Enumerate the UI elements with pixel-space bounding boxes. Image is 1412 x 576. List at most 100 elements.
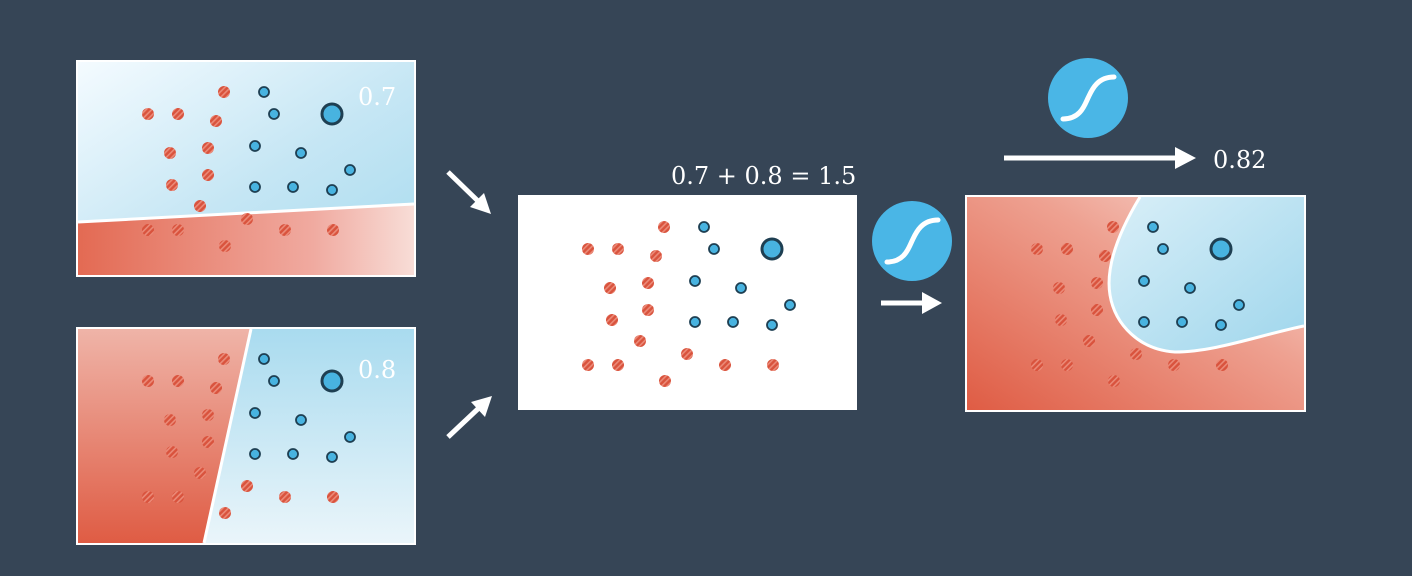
query-point bbox=[320, 102, 344, 126]
red-point bbox=[202, 436, 214, 448]
blue-point bbox=[258, 86, 270, 98]
panel-bottom-red-region bbox=[78, 329, 251, 543]
red-point bbox=[1083, 335, 1095, 347]
blue-point bbox=[258, 353, 270, 365]
sum-equation: 0.7 + 0.8 = 1.5 bbox=[671, 162, 856, 190]
red-point bbox=[1216, 359, 1228, 371]
red-point bbox=[241, 480, 253, 492]
red-point bbox=[681, 348, 693, 360]
red-point bbox=[658, 221, 670, 233]
blue-point bbox=[698, 221, 710, 233]
blue-point bbox=[326, 451, 338, 463]
result-value: 0.82 bbox=[1213, 146, 1266, 174]
red-point bbox=[166, 179, 178, 191]
blue-point bbox=[735, 282, 747, 294]
panel-top-score: 0.7 bbox=[358, 83, 396, 111]
red-point bbox=[767, 359, 779, 371]
panel-top-points bbox=[142, 86, 356, 252]
red-point bbox=[650, 250, 662, 262]
result-panel bbox=[965, 195, 1306, 412]
query-point bbox=[1209, 237, 1233, 261]
result-blue-region bbox=[1109, 197, 1304, 352]
red-point bbox=[172, 375, 184, 387]
blue-point bbox=[287, 181, 299, 193]
red-point bbox=[1061, 243, 1073, 255]
blue-point bbox=[1233, 299, 1245, 311]
blue-point bbox=[784, 299, 796, 311]
red-point bbox=[604, 282, 616, 294]
query-point bbox=[760, 237, 784, 261]
blue-point bbox=[1215, 319, 1227, 331]
red-point bbox=[1091, 304, 1103, 316]
right-arrow-icon bbox=[881, 292, 942, 314]
red-point bbox=[218, 353, 230, 365]
panel-top-boundary bbox=[78, 202, 414, 224]
classifier-panel-top: 0.7 bbox=[76, 60, 416, 277]
classifier-panel-bottom: 0.8 bbox=[76, 327, 416, 545]
red-point bbox=[1053, 282, 1065, 294]
blue-point bbox=[326, 184, 338, 196]
blue-point bbox=[1147, 221, 1159, 233]
red-point bbox=[142, 375, 154, 387]
panel-bottom-boundary bbox=[202, 329, 253, 543]
blue-point bbox=[268, 375, 280, 387]
red-point bbox=[202, 142, 214, 154]
blue-point bbox=[249, 448, 261, 460]
long-right-arrow-icon bbox=[1004, 147, 1196, 169]
red-point bbox=[279, 491, 291, 503]
red-point bbox=[241, 213, 253, 225]
result-boundary bbox=[1107, 197, 1304, 354]
red-point bbox=[642, 304, 654, 316]
blue-point bbox=[1176, 316, 1188, 328]
red-point bbox=[327, 491, 339, 503]
blue-point bbox=[249, 140, 261, 152]
blue-point bbox=[727, 316, 739, 328]
red-point bbox=[1031, 359, 1043, 371]
red-point bbox=[194, 467, 206, 479]
blue-point bbox=[249, 181, 261, 193]
blue-point bbox=[1157, 243, 1169, 255]
red-point bbox=[1168, 359, 1180, 371]
blue-point bbox=[689, 316, 701, 328]
red-point bbox=[210, 115, 222, 127]
red-point bbox=[327, 224, 339, 236]
sigmoid-icon bbox=[872, 201, 952, 281]
blue-point bbox=[287, 448, 299, 460]
red-point bbox=[1130, 348, 1142, 360]
red-point bbox=[1055, 314, 1067, 326]
red-point bbox=[612, 359, 624, 371]
panel-bottom-points bbox=[142, 353, 356, 519]
red-point bbox=[194, 200, 206, 212]
red-point bbox=[164, 414, 176, 426]
red-point bbox=[164, 147, 176, 159]
sum-panel: 0.7 + 0.8 = 1.5 bbox=[518, 162, 857, 410]
panel-top-red-region bbox=[78, 204, 414, 275]
red-point bbox=[1031, 243, 1043, 255]
blue-point bbox=[344, 164, 356, 176]
red-point bbox=[1091, 277, 1103, 289]
blue-point bbox=[689, 275, 701, 287]
blue-point bbox=[1138, 316, 1150, 328]
sum-panel-points bbox=[582, 221, 796, 387]
red-point bbox=[218, 86, 230, 98]
red-point bbox=[279, 224, 291, 236]
red-point bbox=[166, 446, 178, 458]
arrow-top-to-middle bbox=[446, 170, 491, 214]
blue-point bbox=[295, 414, 307, 426]
blue-point bbox=[295, 147, 307, 159]
red-point bbox=[202, 169, 214, 181]
query-point bbox=[320, 369, 344, 393]
blue-point bbox=[1184, 282, 1196, 294]
panel-bottom-score: 0.8 bbox=[358, 356, 396, 384]
red-point bbox=[582, 359, 594, 371]
red-point bbox=[172, 491, 184, 503]
blue-point bbox=[344, 431, 356, 443]
red-point bbox=[172, 108, 184, 120]
red-point bbox=[142, 108, 154, 120]
red-point bbox=[719, 359, 731, 371]
red-point bbox=[219, 507, 231, 519]
red-point bbox=[172, 224, 184, 236]
red-point bbox=[1099, 250, 1111, 262]
red-point bbox=[634, 335, 646, 347]
